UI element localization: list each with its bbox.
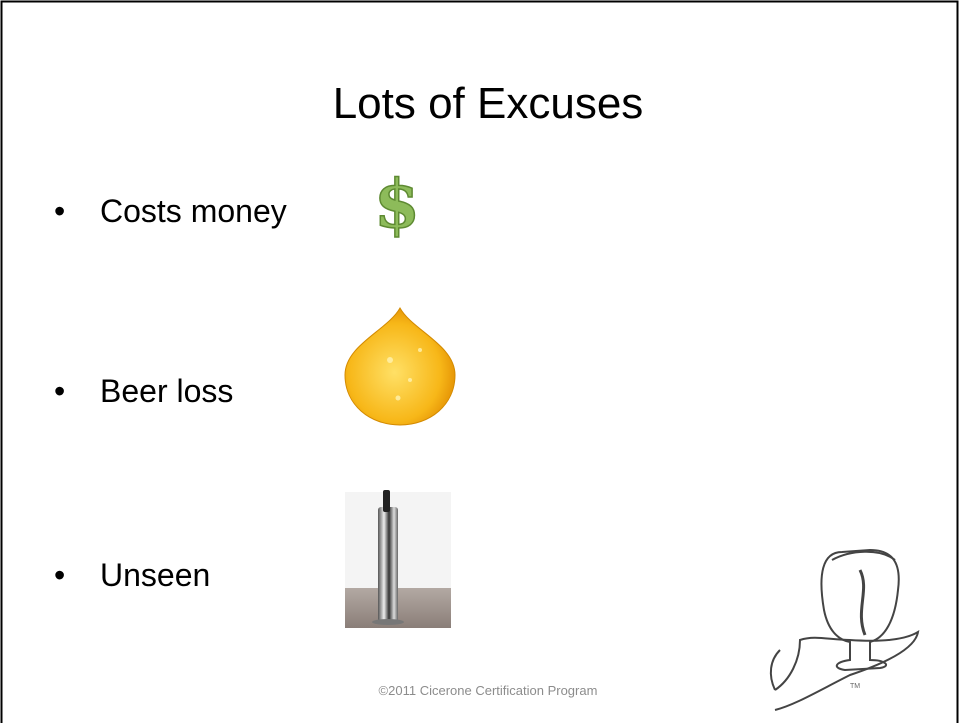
beer-drop-icon [345,308,455,425]
bullet-text: Costs money [100,193,287,229]
bullet-text: Unseen [100,557,210,593]
slide: Lots of Excuses • Costs money • Beer los… [0,0,959,723]
page: {"slide": {"title": "Lots of Excuses", "… [0,0,959,723]
slide-footer: ©2011 Cicerone Certification Program [379,683,598,698]
svg-text:$: $ [374,165,420,243]
beer-tap-photo [345,490,451,628]
cicerone-logo [771,550,918,710]
bullet-text: Beer loss [100,373,233,409]
slide-title: Lots of Excuses [333,79,644,128]
bullet-dot: • [54,193,65,229]
trademark: TM [850,683,860,690]
bullet-dot: • [54,373,65,409]
bullet-dot: • [54,557,65,593]
dollar-icon: $ [374,165,420,243]
bullet-list: • Costs money • Beer loss • Unseen [54,193,287,593]
